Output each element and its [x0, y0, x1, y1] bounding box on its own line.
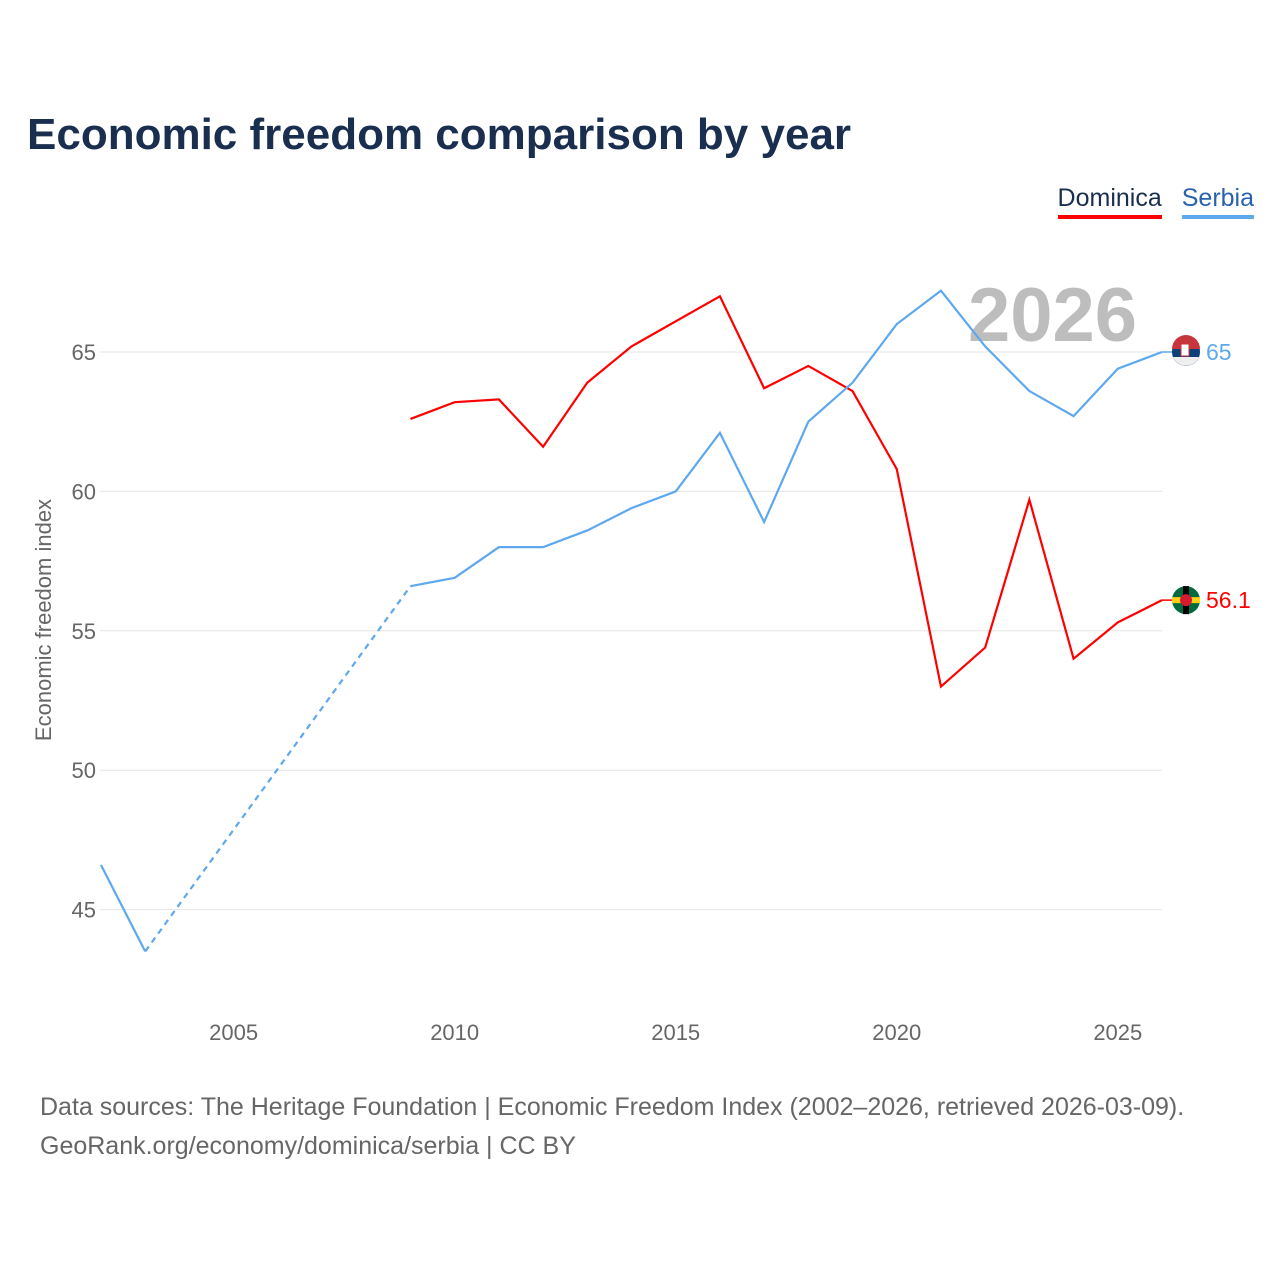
series-line-serbia: [100, 864, 147, 952]
current-year-label: 2026: [968, 273, 1138, 358]
flag-serbia-emblem: [1180, 343, 1190, 357]
y-tick-label: 60: [72, 479, 96, 504]
series-dashed-serbia: [144, 585, 412, 953]
x-tick-label: 2015: [651, 1020, 700, 1045]
chart-title: Economic freedom comparison by year: [27, 110, 852, 159]
x-tick-label: 2020: [872, 1020, 921, 1045]
legend: Dominica Serbia: [1057, 184, 1254, 219]
x-tick-label: 2005: [209, 1020, 258, 1045]
y-tick-label: 65: [72, 340, 96, 365]
x-tick-label: 2010: [430, 1020, 479, 1045]
y-tick-label: 50: [72, 758, 96, 783]
end-value-label-dominica: 56.1: [1206, 587, 1251, 613]
legend-serbia[interactable]: Serbia: [1181, 184, 1254, 219]
x-tick-label: 2025: [1093, 1020, 1142, 1045]
y-tick-label: 55: [72, 619, 96, 644]
flag-serbia-white: [1173, 357, 1199, 366]
series-line-serbia: [410, 289, 1163, 588]
y-tick-label: 45: [72, 898, 96, 923]
end-value-label-serbia: 65: [1206, 339, 1232, 365]
source-line-2[interactable]: GeoRank.org/economy/dominica/serbia | CC…: [40, 1132, 576, 1160]
flag-dominica-disc: [1180, 594, 1192, 607]
legend-dominica[interactable]: Dominica: [1057, 184, 1162, 219]
flag-serbia-red: [1172, 335, 1200, 349]
series-line-dominica: [410, 294, 1163, 689]
y-axis-title: Economic freedom index: [31, 499, 56, 741]
source-line-1: Data sources: The Heritage Foundation | …: [40, 1093, 1185, 1121]
source-note: Data sources: The Heritage Foundation | …: [40, 1088, 1184, 1166]
